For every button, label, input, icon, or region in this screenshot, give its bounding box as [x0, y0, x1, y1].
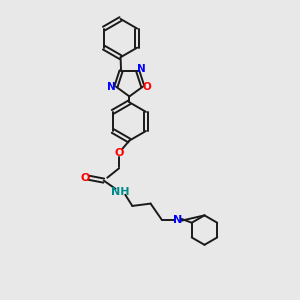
- Text: NH: NH: [111, 187, 129, 197]
- Text: N: N: [137, 64, 146, 74]
- Text: N: N: [107, 82, 116, 92]
- Text: O: O: [80, 173, 90, 183]
- Text: O: O: [114, 148, 124, 158]
- Text: N: N: [173, 215, 183, 225]
- Text: O: O: [143, 82, 152, 92]
